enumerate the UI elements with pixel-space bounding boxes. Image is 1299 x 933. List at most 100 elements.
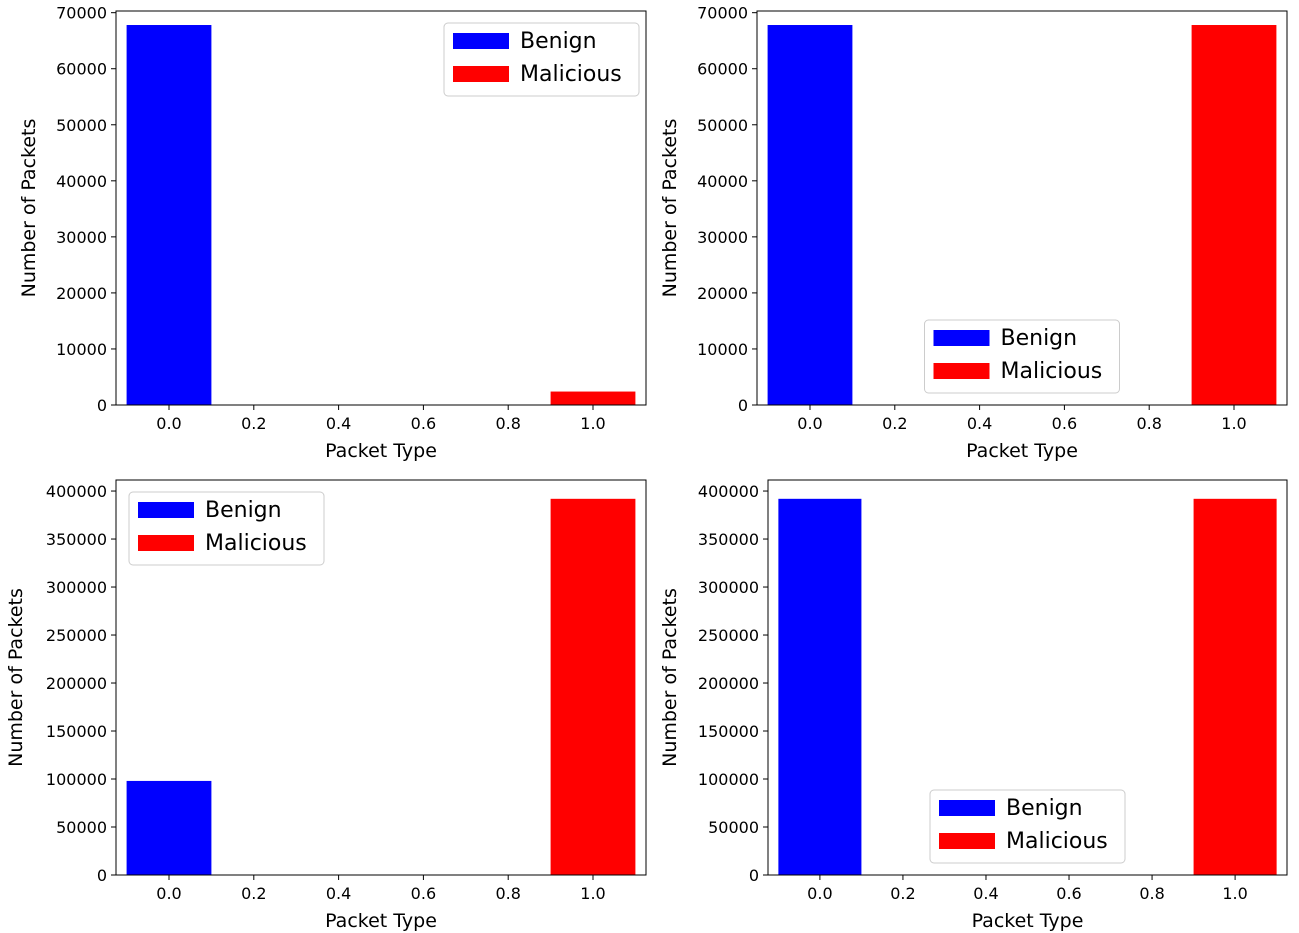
legend-label-benign: Benign <box>205 498 282 523</box>
x-tick-label: 1.0 <box>580 414 605 433</box>
axes-frame <box>115 479 647 876</box>
y-tick-label: 250000 <box>698 626 759 645</box>
axes-frame <box>756 10 1288 406</box>
x-tick-label: 0.8 <box>495 414 520 433</box>
axes-frame <box>767 479 1288 876</box>
x-tick-label: 0.6 <box>411 884 436 903</box>
legend-swatch-benign <box>939 800 995 816</box>
y-tick-label: 350000 <box>698 530 759 549</box>
legend-swatch-benign <box>138 502 194 518</box>
legend-swatch-malicious <box>933 363 990 379</box>
legend-label-benign: Benign <box>1001 326 1078 351</box>
y-tick-label: 40000 <box>56 172 107 191</box>
x-tick-label: 0.2 <box>890 884 915 903</box>
y-tick-label: 0 <box>738 396 748 415</box>
x-axis-label: Packet Type <box>966 440 1078 462</box>
y-axis-label: Number of Packets <box>5 588 27 767</box>
y-tick-label: 30000 <box>56 228 107 247</box>
x-tick-label: 0.0 <box>156 884 181 903</box>
y-tick-label: 40000 <box>697 172 748 191</box>
bar-malicious <box>1191 25 1277 405</box>
axes-frame <box>115 10 647 406</box>
y-tick-label: 100000 <box>46 770 107 789</box>
x-tick-label: 0.6 <box>411 414 436 433</box>
x-tick-label: 0.2 <box>882 414 907 433</box>
legend-label-malicious: Malicious <box>1001 359 1103 384</box>
y-tick-label: 200000 <box>698 674 759 693</box>
x-tick-label: 0.4 <box>326 414 351 433</box>
bar-benign <box>126 25 212 405</box>
y-tick-label: 70000 <box>697 4 748 23</box>
x-axis-label: Packet Type <box>325 910 437 932</box>
y-tick-label: 10000 <box>56 340 107 359</box>
legend-label-benign: Benign <box>1006 796 1083 821</box>
y-axis-label: Number of Packets <box>659 588 681 767</box>
legend-swatch-benign <box>933 330 990 346</box>
bar-malicious <box>1193 498 1277 875</box>
y-tick-label: 0 <box>97 396 107 415</box>
legend-label-malicious: Malicious <box>520 62 622 87</box>
y-tick-label: 100000 <box>698 770 759 789</box>
x-tick-label: 1.0 <box>580 884 605 903</box>
x-tick-label: 0.2 <box>241 414 266 433</box>
x-tick-label: 0.0 <box>807 884 832 903</box>
y-tick-label: 20000 <box>697 284 748 303</box>
y-tick-label: 400000 <box>46 482 107 501</box>
y-tick-label: 0 <box>749 866 759 885</box>
x-tick-label: 0.0 <box>156 414 181 433</box>
y-axis-label: Number of Packets <box>18 119 40 298</box>
y-tick-label: 10000 <box>697 340 748 359</box>
x-tick-label: 0.4 <box>967 414 992 433</box>
y-tick-label: 30000 <box>697 228 748 247</box>
legend: Benign Malicious <box>128 491 325 566</box>
legend: Benign Malicious <box>924 319 1120 394</box>
bar-malicious <box>550 498 636 875</box>
bar-benign <box>767 25 853 405</box>
y-tick-label: 50000 <box>708 818 759 837</box>
y-tick-label: 60000 <box>697 60 748 79</box>
chart-panel-4: 0.0 0.2 0.4 0.6 0.8 1.0 0 50000 100000 150000 2000… <box>659 479 1288 932</box>
legend: Benign Malicious <box>929 789 1126 864</box>
x-tick-label: 0.6 <box>1056 884 1081 903</box>
bar-malicious <box>550 391 636 405</box>
legend-swatch-malicious <box>138 535 194 551</box>
x-tick-label: 0.2 <box>241 884 266 903</box>
y-tick-label: 0 <box>97 866 107 885</box>
x-tick-label: 0.6 <box>1052 414 1077 433</box>
legend-label-malicious: Malicious <box>1006 829 1108 854</box>
x-tick-label: 0.0 <box>797 414 822 433</box>
legend-swatch-malicious <box>939 833 995 849</box>
y-tick-label: 150000 <box>698 722 759 741</box>
y-axis-label: Number of Packets <box>659 119 681 298</box>
chart-panel-3: 0.0 0.2 0.4 0.6 0.8 1.0 0 50000 100000 150000 2000… <box>5 479 647 932</box>
legend: Benign Malicious <box>443 22 640 97</box>
y-tick-label: 20000 <box>56 284 107 303</box>
legend-swatch-benign <box>453 33 509 49</box>
y-tick-label: 300000 <box>46 578 107 597</box>
x-tick-label: 0.4 <box>326 884 351 903</box>
y-tick-label: 250000 <box>46 626 107 645</box>
y-tick-label: 300000 <box>698 578 759 597</box>
y-tick-label: 150000 <box>46 722 107 741</box>
bar-benign <box>126 780 212 875</box>
chart-panel-1: 0.0 0.2 0.4 0.6 0.8 1.0 0 10000 20000 30000 40000 5… <box>18 4 647 462</box>
y-tick-label: 60000 <box>56 60 107 79</box>
x-tick-label: 0.8 <box>1136 414 1161 433</box>
x-tick-label: 0.8 <box>1139 884 1164 903</box>
y-tick-label: 50000 <box>697 116 748 135</box>
y-tick-label: 400000 <box>698 482 759 501</box>
chart-panel-2: 0.0 0.2 0.4 0.6 0.8 1.0 0 10000 20000 30000 40000 5… <box>659 4 1288 462</box>
x-tick-label: 0.4 <box>973 884 998 903</box>
y-tick-label: 200000 <box>46 674 107 693</box>
bar-benign <box>778 498 862 875</box>
x-tick-label: 1.0 <box>1222 884 1247 903</box>
legend-label-malicious: Malicious <box>205 531 307 556</box>
legend-label-benign: Benign <box>520 29 597 54</box>
y-tick-label: 70000 <box>56 4 107 23</box>
x-axis-label: Packet Type <box>972 910 1084 932</box>
x-tick-label: 1.0 <box>1221 414 1246 433</box>
y-tick-label: 50000 <box>56 116 107 135</box>
legend-swatch-malicious <box>453 66 509 82</box>
y-tick-label: 350000 <box>46 530 107 549</box>
